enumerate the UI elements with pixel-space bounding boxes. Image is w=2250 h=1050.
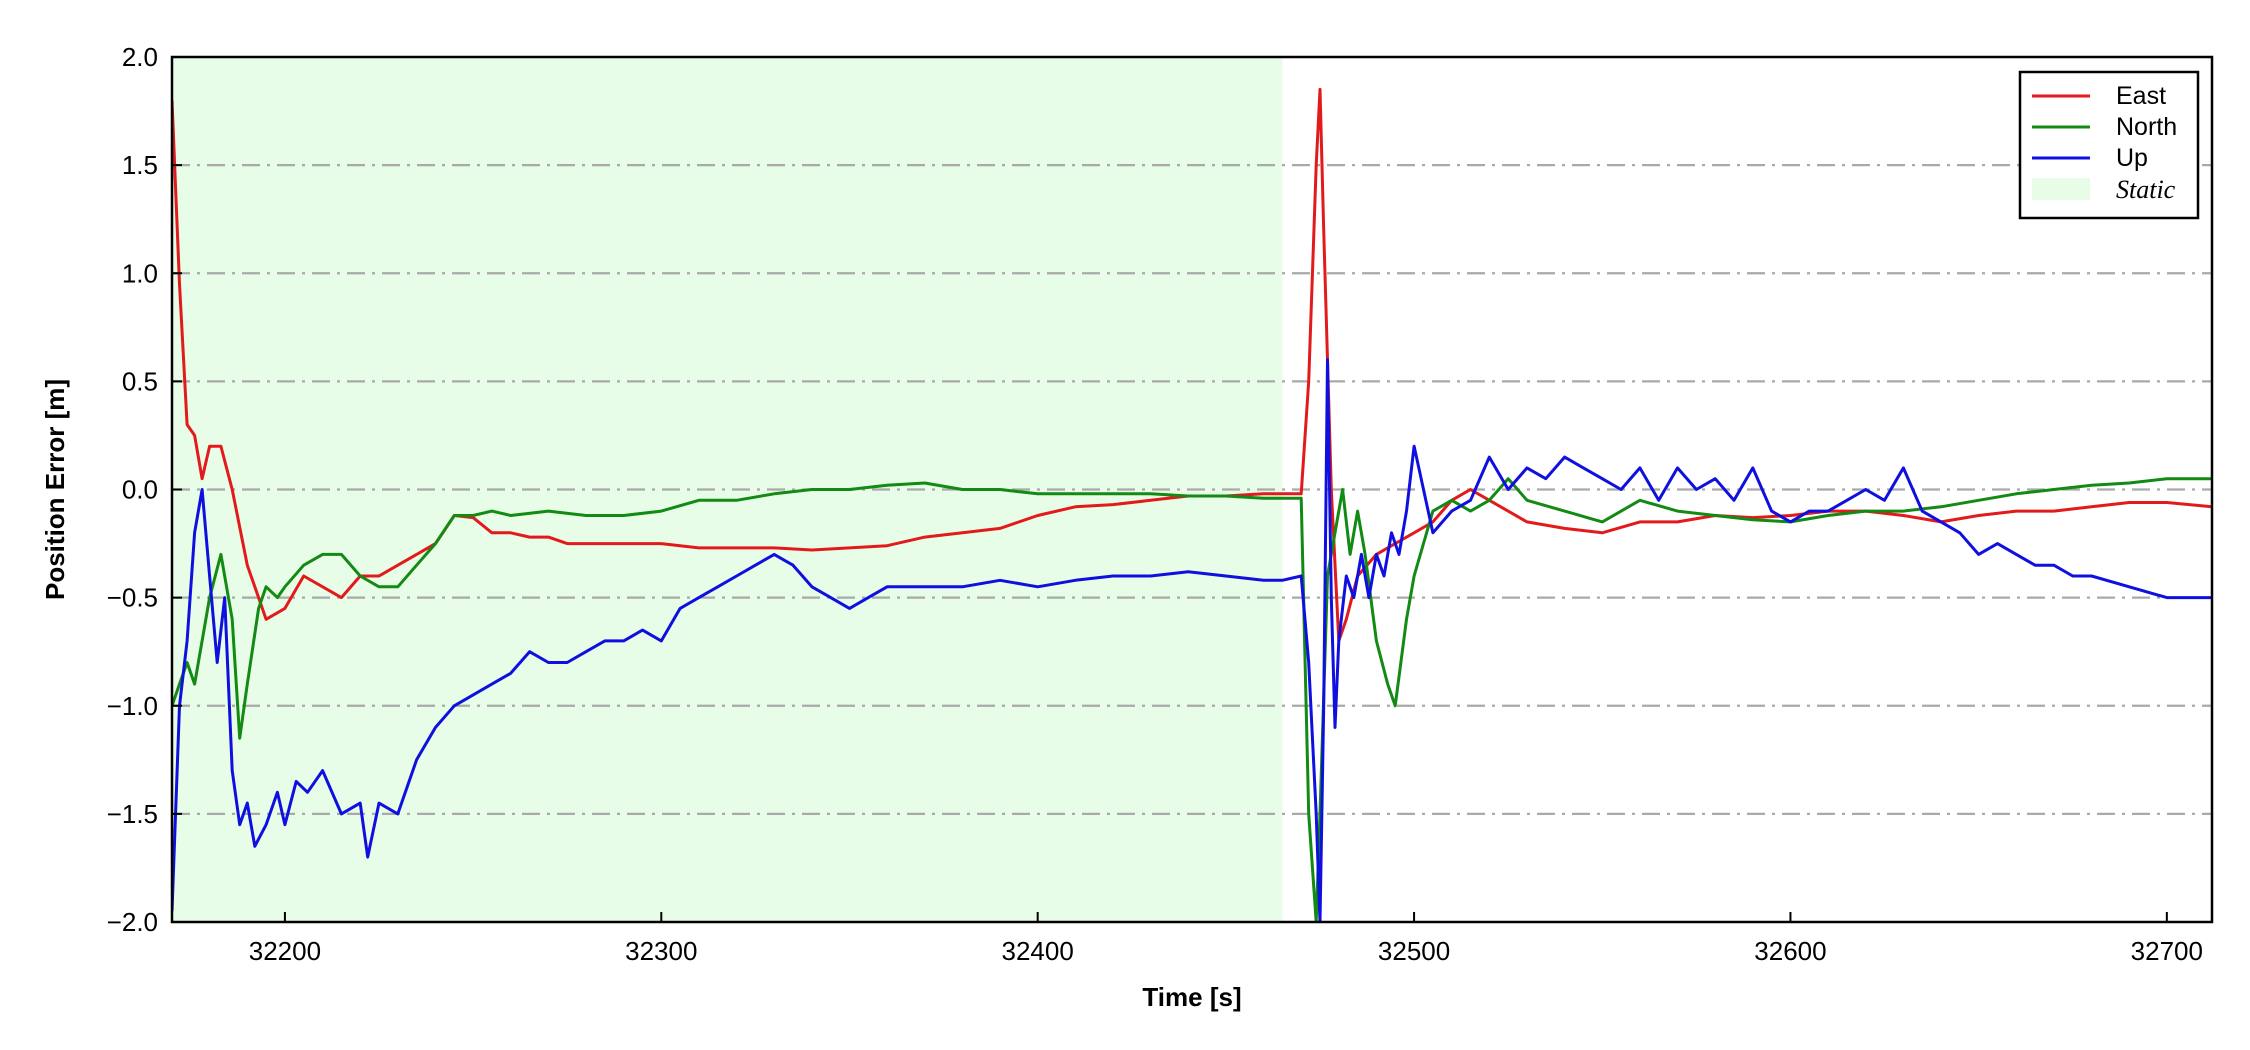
series-line-up	[172, 358, 2212, 922]
legend: East North Up Static	[2018, 70, 2200, 220]
series-line-north	[172, 477, 2212, 922]
y-tick-label: −0.5	[107, 583, 158, 613]
y-tick-label: 0.0	[122, 475, 158, 505]
x-axis-label: Time [s]	[1142, 982, 1241, 1012]
legend-label-up: Up	[2116, 144, 2148, 172]
x-tick-label: 32300	[625, 936, 697, 966]
y-tick-label: −1.5	[107, 799, 158, 829]
y-tick-label: 2.0	[122, 42, 158, 72]
legend-label-static: Static	[2116, 175, 2176, 204]
y-tick-label: −2.0	[107, 907, 158, 937]
x-tick-label: 32500	[1378, 936, 1450, 966]
x-tick-label: 32600	[1754, 936, 1826, 966]
series-line-east	[172, 87, 2212, 643]
y-tick-label: 1.5	[122, 150, 158, 180]
legend-label-north: North	[2116, 113, 2177, 141]
legend-swatch-static	[2032, 178, 2090, 200]
x-tick-label: 32700	[2131, 936, 2203, 966]
x-tick-label: 32200	[249, 936, 321, 966]
legend-label-east: East	[2116, 82, 2166, 110]
y-axis-label: Position Error [m]	[40, 379, 70, 600]
y-tick-label: −1.0	[107, 691, 158, 721]
x-tick-label: 32400	[1002, 936, 1074, 966]
y-tick-label: 0.5	[122, 366, 158, 396]
y-tick-label: 1.0	[122, 258, 158, 288]
